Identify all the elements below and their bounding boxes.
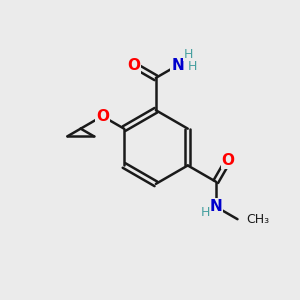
Text: H: H — [188, 60, 198, 73]
Text: O: O — [221, 153, 234, 168]
Text: N: N — [171, 58, 184, 73]
Text: O: O — [96, 109, 109, 124]
Text: O: O — [128, 58, 141, 73]
Text: CH₃: CH₃ — [246, 213, 269, 226]
Text: H: H — [184, 48, 194, 61]
Text: H: H — [201, 206, 210, 219]
Text: N: N — [209, 199, 222, 214]
